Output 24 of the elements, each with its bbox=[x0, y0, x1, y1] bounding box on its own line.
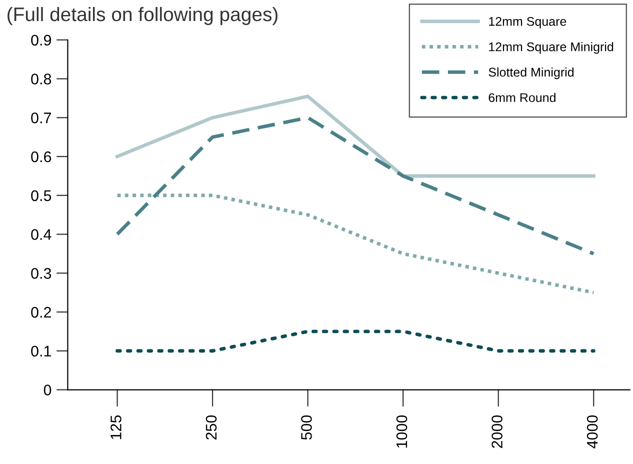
legend-label: Slotted Minigrid bbox=[488, 67, 574, 80]
x-tick-label: 4000 bbox=[586, 415, 598, 448]
legend-label: 12mm Square Minigrid bbox=[489, 42, 614, 54]
y-tick-label: 0.4 bbox=[31, 229, 52, 240]
x-tick-label: 125 bbox=[110, 415, 122, 440]
line-series bbox=[116, 94, 596, 178]
y-tick-label: 0.5 bbox=[31, 190, 52, 202]
legend-label: 12mm Square bbox=[489, 17, 566, 28]
y-tick-label: 0.2 bbox=[31, 306, 51, 318]
line-series bbox=[116, 116, 596, 256]
x-tick-label: 1000 bbox=[396, 415, 408, 448]
y-tick-label: 0.1 bbox=[31, 346, 52, 357]
y-tick-label: 0.6 bbox=[31, 151, 52, 162]
x-tick-label: 250 bbox=[206, 415, 217, 440]
chart-title: (Full details on following pages) bbox=[8, 6, 278, 26]
y-tick-label: 0.8 bbox=[31, 74, 52, 84]
line-series bbox=[116, 194, 596, 294]
y-tick-label: 0.7 bbox=[31, 112, 51, 124]
y-tick-label: 0 bbox=[44, 384, 52, 396]
x-tick-label: 500 bbox=[301, 415, 312, 440]
legend-label: 6mm Round bbox=[488, 92, 556, 102]
y-tick-label: 0.9 bbox=[31, 34, 52, 46]
y-tick-label: 0.3 bbox=[31, 268, 52, 279]
x-tick-label: 2000 bbox=[492, 415, 502, 448]
